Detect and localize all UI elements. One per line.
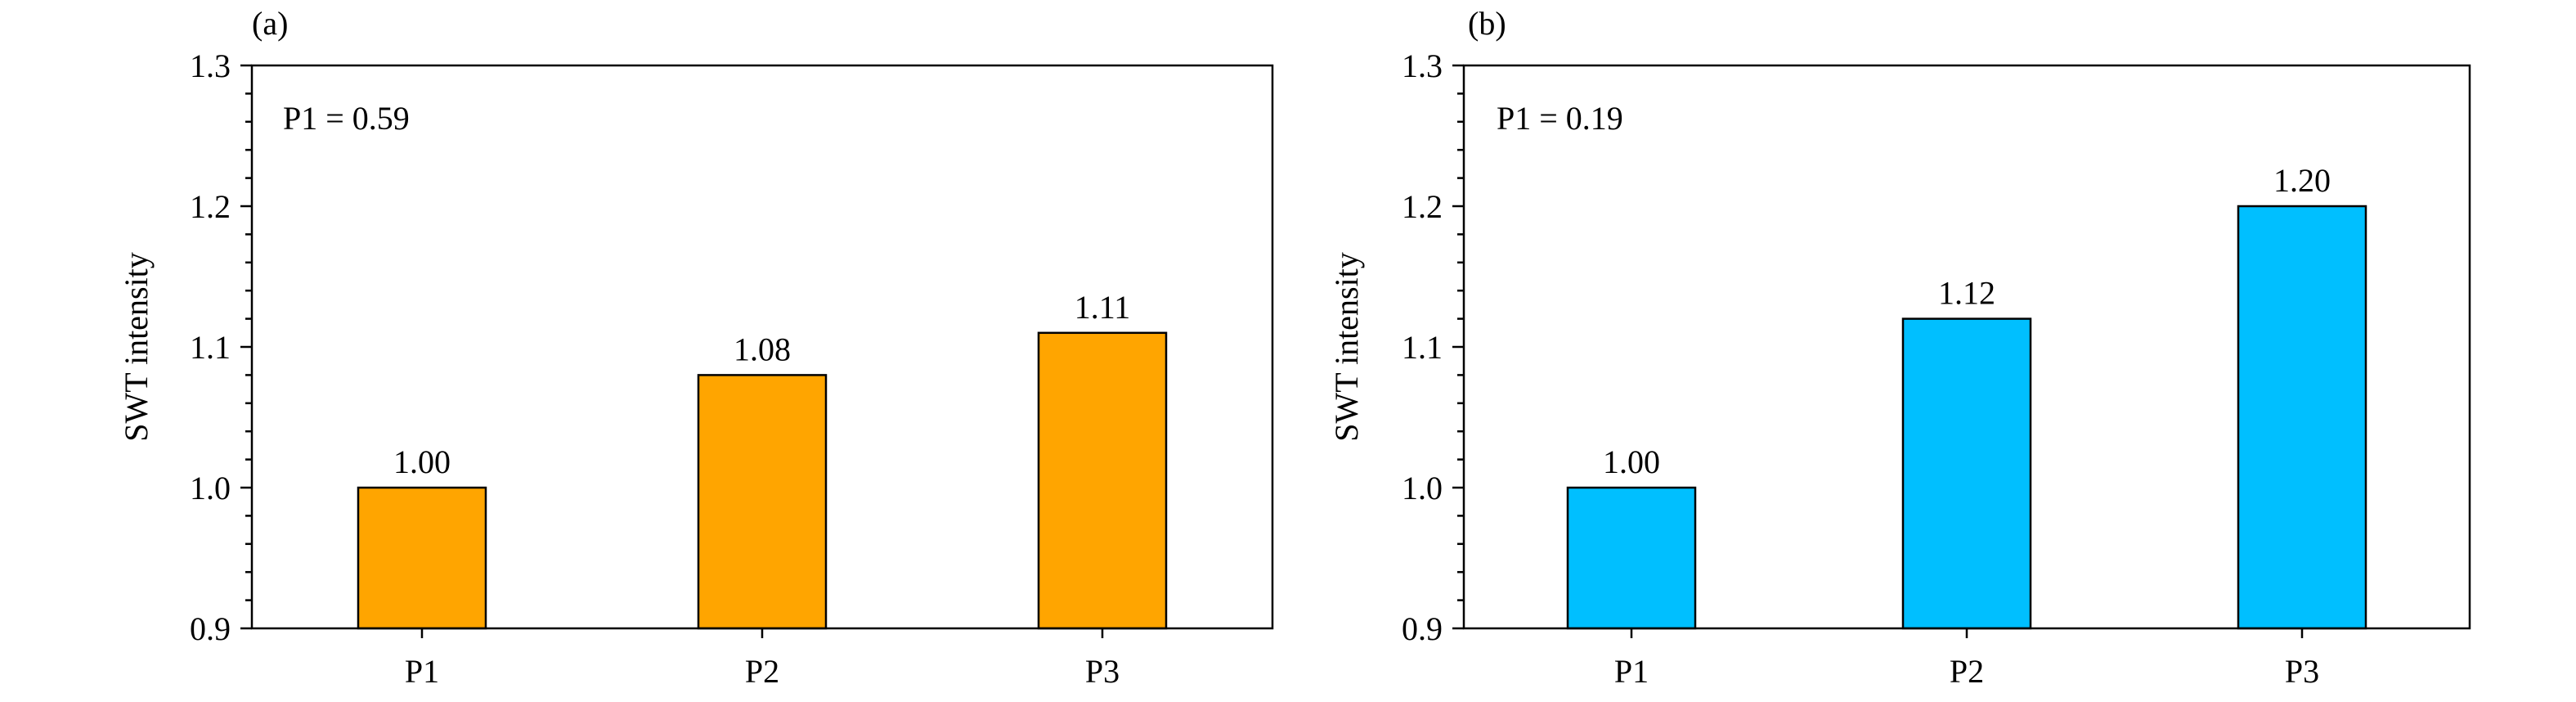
bar-p2 [697,374,828,630]
x-tick-label: P2 [1950,653,1984,690]
y-tick-label: 1.1 [1402,329,1443,366]
y-tick-label: 1.2 [1402,188,1443,225]
annotation-text: P1 = 0.19 [1497,100,1623,137]
x-tick-label: P1 [405,653,439,690]
bar-value-label: 1.20 [2273,162,2331,199]
tick-group: 0.9 1.0 1.1 1.2 1.3 [1402,47,1464,647]
y-tick-label: 1.0 [190,470,231,506]
y-tick-label: 0.9 [190,610,231,647]
bar-group: 1.00 P1 1.12 P2 1.20 P3 [1566,162,2367,690]
x-tick-label: P1 [1614,653,1649,690]
y-tick-label: 1.1 [190,329,231,366]
bar-group: 1.00 P1 1.08 P2 1.11 P3 [357,289,1168,690]
x-tick-label: P3 [1085,653,1120,690]
y-tick-label: 1.3 [190,47,231,84]
x-tick-label: P2 [745,653,779,690]
y-axis-label: SWT intensity [118,252,155,441]
annotation-text: P1 = 0.59 [283,100,410,137]
bar-value-label: 1.12 [1938,275,1995,312]
bar-p1 [1566,486,1697,630]
bar-p3 [2237,205,2367,630]
panel-label: (a) [252,5,288,42]
bar-p2 [1901,317,2032,630]
bar-value-label: 1.11 [1075,289,1131,326]
bar-value-label: 1.00 [393,443,451,480]
panel-label: (b) [1468,5,1506,42]
y-axis-label: SWT intensity [1328,252,1365,441]
y-tick-label: 1.0 [1402,470,1443,506]
y-tick-label: 1.3 [1402,47,1443,84]
bar-value-label: 1.08 [734,331,791,367]
bar-p1 [357,486,487,630]
bar-value-label: 1.00 [1603,443,1660,480]
chart-panel-b: (b) P1 = 0.19 SWT intensity 1.00 P1 1.12 P2… [1328,5,2471,690]
y-tick-label: 0.9 [1402,610,1443,647]
tick-group: 0.9 1.0 1.1 1.2 1.3 [190,47,252,647]
chart-panel-a: (a) P1 = 0.59 SWT intensity 1.00 P1 1.08 P2… [118,5,1274,690]
y-tick-label: 1.2 [190,188,231,225]
x-tick-label: P3 [2285,653,2319,690]
bar-p3 [1037,331,1168,630]
